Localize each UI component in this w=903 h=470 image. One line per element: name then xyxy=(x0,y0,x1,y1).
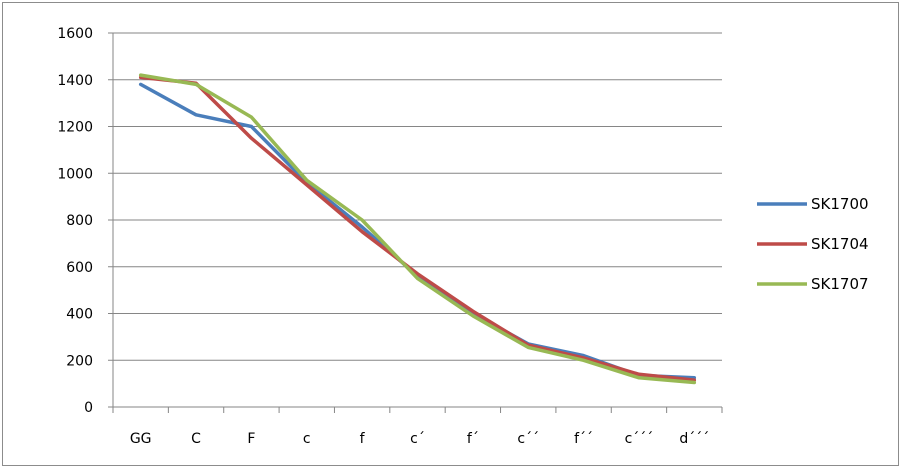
x-tick-label: d´´´ xyxy=(679,431,709,447)
series-line-sk1704 xyxy=(138,75,697,382)
y-tick-label: 1400 xyxy=(57,73,93,89)
x-tick-label: c xyxy=(303,431,311,447)
y-tick-label: 1200 xyxy=(57,120,93,136)
x-tick-label: c´ xyxy=(410,431,425,447)
series-line-sk1707 xyxy=(138,73,697,385)
gridlines xyxy=(113,32,722,361)
y-tick-label: 200 xyxy=(66,353,93,369)
x-tick-label: F xyxy=(247,431,255,447)
legend-label: SK1704 xyxy=(811,235,869,253)
x-tick-label: c´´ xyxy=(517,431,539,447)
x-tick-label: f´´ xyxy=(574,431,593,447)
y-tick-label: 400 xyxy=(66,307,93,323)
x-tick-label: C xyxy=(191,431,201,447)
series-lines xyxy=(138,73,697,385)
x-tick-label: c´´´ xyxy=(625,431,654,447)
y-tick-label: 800 xyxy=(66,213,93,229)
legend-label: SK1707 xyxy=(811,275,869,293)
x-tick-label: f xyxy=(360,431,366,447)
y-tick-label: 1600 xyxy=(57,26,93,42)
legend-label: SK1700 xyxy=(811,195,869,213)
axes xyxy=(108,32,723,413)
y-tick-label: 600 xyxy=(66,260,93,276)
x-tick-label: GG xyxy=(130,431,152,447)
legend: SK1700 SK1704 SK1707 xyxy=(757,195,869,293)
y-tick-label: 0 xyxy=(84,400,93,416)
x-tick-label: f´ xyxy=(467,431,479,447)
y-tick-label: 1000 xyxy=(57,166,93,182)
y-axis-tick-labels: 0 200 400 600 800 1000 1200 1400 1600 xyxy=(57,26,93,416)
series-line-sk1700 xyxy=(138,82,697,380)
